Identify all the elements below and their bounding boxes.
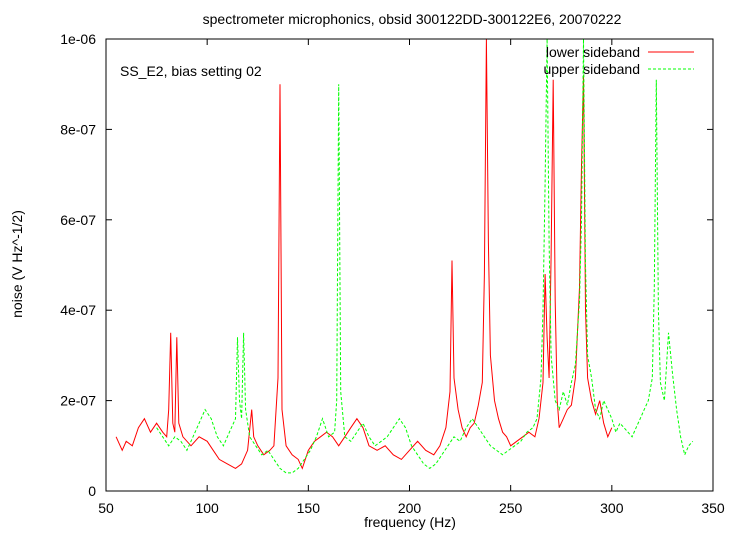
x-axis-label: frequency (Hz)	[364, 514, 456, 530]
annotation-label: SS_E2, bias setting 02	[120, 63, 262, 79]
legend-label: lower sideband	[546, 44, 640, 60]
x-tick-label: 250	[499, 500, 523, 516]
x-tick-label: 300	[600, 500, 624, 516]
axis-ticks: 50 100 150 200 250 300 350 0 2e-07 4e-07 6e-07 8e-0…	[60, 31, 725, 516]
y-tick-label: 2e-07	[60, 393, 96, 409]
x-tick-label: 150	[297, 500, 321, 516]
x-tick-label: 100	[195, 500, 219, 516]
legend-label: upper sideband	[543, 61, 640, 77]
series-line-upper-sideband	[156, 38, 694, 474]
y-tick-label: 0	[88, 483, 96, 499]
chart-title: spectrometer microphonics, obsid 300122D…	[203, 11, 622, 27]
plot-frame	[105, 38, 714, 492]
y-axis-label: noise (V Hz^-1/2)	[9, 210, 25, 318]
y-tick-label: 1e-06	[60, 31, 96, 47]
series-layer	[115, 38, 694, 474]
y-tick-label: 4e-07	[60, 302, 96, 318]
x-tick-label: 50	[98, 500, 114, 516]
series-line-lower-sideband	[115, 38, 613, 470]
y-tick-label: 6e-07	[60, 212, 96, 228]
x-tick-label: 350	[701, 500, 725, 516]
x-tick-label: 200	[398, 500, 422, 516]
y-tick-label: 8e-07	[60, 121, 96, 137]
